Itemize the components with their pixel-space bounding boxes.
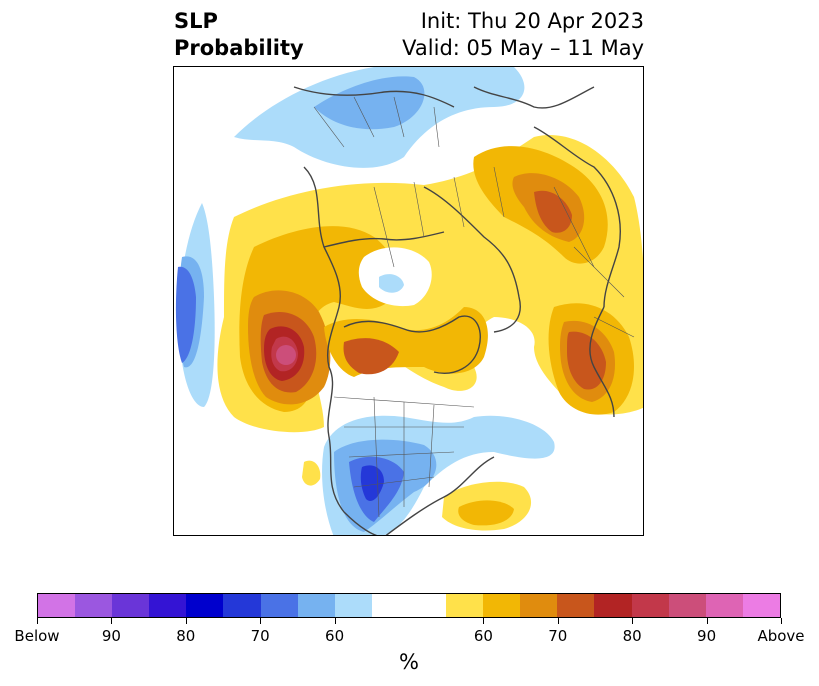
colorbar-tick-label: 60 bbox=[325, 627, 345, 645]
colorbar-segment bbox=[186, 594, 224, 617]
map-title-right: Init: Thu 20 Apr 2023 Valid: 05 May – 11… bbox=[402, 8, 644, 62]
title-field: Probability bbox=[174, 36, 304, 60]
colorbar-segment bbox=[557, 594, 595, 617]
pacific-below-deep bbox=[175, 266, 196, 363]
colorbar-tick-label: 90 bbox=[101, 627, 121, 645]
political-borders bbox=[313, 96, 635, 518]
colorbar-tick-label: 70 bbox=[250, 627, 270, 645]
colorbar-segment bbox=[223, 594, 261, 617]
colorbar-tick-label: 60 bbox=[473, 627, 493, 645]
colorbar-segment bbox=[408, 594, 447, 617]
siberia-above-deep bbox=[534, 190, 572, 233]
colorbar-segment bbox=[334, 594, 372, 617]
map-title-left: SLP Probability bbox=[174, 8, 304, 62]
west-coast-above-center bbox=[276, 345, 296, 365]
init-date: Init: Thu 20 Apr 2023 bbox=[420, 9, 644, 33]
arctic-below-small bbox=[379, 274, 404, 293]
atlantic-above-core bbox=[458, 500, 514, 526]
colorbar-segment bbox=[483, 594, 521, 617]
colorbar-segment bbox=[742, 594, 780, 617]
valid-range: Valid: 05 May – 11 May bbox=[402, 36, 644, 60]
coastlines bbox=[293, 86, 621, 535]
canada-above-orange bbox=[343, 338, 399, 375]
colorbar-unit-label: % bbox=[399, 650, 419, 674]
colorbar-tick-label: Above bbox=[757, 627, 805, 645]
colorbar-tick bbox=[334, 618, 336, 624]
colorbar-segment bbox=[112, 594, 150, 617]
eurasia-below-core bbox=[314, 76, 425, 130]
colorbar-segment bbox=[631, 594, 669, 617]
colorbar-tick bbox=[781, 618, 782, 624]
colorbar-tick-label: Below bbox=[14, 627, 60, 645]
colorbar-tick bbox=[111, 618, 113, 624]
colorbar-segment bbox=[520, 594, 558, 617]
colorbar-tick-label: 80 bbox=[622, 627, 642, 645]
map-canvas bbox=[175, 67, 643, 535]
colorbar-tick bbox=[557, 618, 559, 624]
colorbar-tick bbox=[37, 618, 38, 624]
colorbar-tick bbox=[706, 618, 708, 624]
colorbar-tick-label: 70 bbox=[548, 627, 568, 645]
colorbar-tick bbox=[260, 618, 262, 624]
colorbar bbox=[37, 593, 781, 618]
colorbar-segment bbox=[75, 594, 113, 617]
colorbar-tick bbox=[632, 618, 634, 624]
title-variable: SLP bbox=[174, 9, 218, 33]
colorbar-tick bbox=[185, 618, 187, 624]
colorbar-segment bbox=[705, 594, 743, 617]
probability-map bbox=[173, 66, 644, 536]
colorbar-segment bbox=[371, 594, 409, 617]
colorbar-segment bbox=[38, 594, 76, 617]
pacific-south-above bbox=[302, 460, 321, 486]
colorbar-segment bbox=[260, 594, 298, 617]
colorbar-tick-label: 80 bbox=[176, 627, 196, 645]
colorbar-segment bbox=[594, 594, 632, 617]
colorbar-segment bbox=[446, 594, 484, 617]
colorbar-segment bbox=[297, 594, 335, 617]
colorbar-segment bbox=[149, 594, 187, 617]
europe-above-deep bbox=[567, 331, 606, 390]
colorbar-segment bbox=[668, 594, 706, 617]
colorbar-tick-label: 90 bbox=[697, 627, 717, 645]
colorbar-tick bbox=[483, 618, 485, 624]
